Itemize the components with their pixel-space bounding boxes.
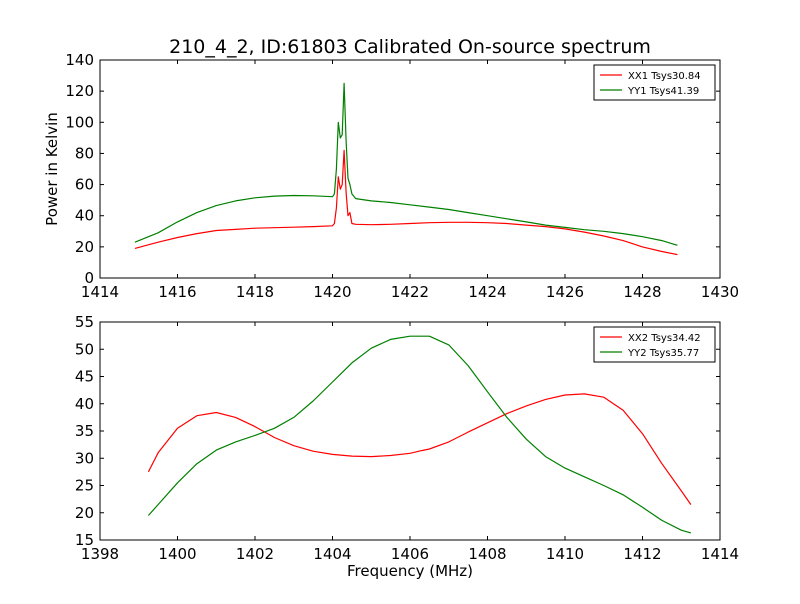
y-tick-label: 55 xyxy=(75,313,94,331)
y-tick-label: 40 xyxy=(75,207,94,225)
x-tick-label: 1398 xyxy=(81,545,119,563)
x-tick-label: 1412 xyxy=(623,545,661,563)
legend-label-2: YY2 Tsys35.77 xyxy=(627,348,699,359)
x-tick-label: 1420 xyxy=(313,283,351,301)
series-line-1 xyxy=(147,393,692,505)
x-tick-label: 1410 xyxy=(546,545,584,563)
legend-label-2: YY1 Tsys41.39 xyxy=(627,86,699,97)
x-tick-label: 1424 xyxy=(468,283,506,301)
legend-box xyxy=(593,326,716,363)
figure-title: 210_4_2, ID:61803 Calibrated On-source s… xyxy=(169,36,651,58)
y-tick-label: 50 xyxy=(75,340,94,358)
y-tick-label: 35 xyxy=(75,422,94,440)
y-tick-label: 100 xyxy=(65,113,94,131)
x-tick-label: 1416 xyxy=(158,283,196,301)
y-tick-label: 45 xyxy=(75,368,94,386)
series-line-2 xyxy=(134,82,678,246)
bottom-panel: 1398 1400 1402 1404 1406 1408 1410 1412 1414 15 20… xyxy=(75,313,739,580)
legend-box xyxy=(593,64,716,101)
top-panel: 1414 1416 1418 1420 1422 1424 1426 1428 1430 0 20 4… xyxy=(43,51,739,301)
y-tick-label: 25 xyxy=(75,477,94,495)
x-tick-label: 1400 xyxy=(158,545,196,563)
y-tick-label: 60 xyxy=(75,176,94,194)
legend-label-1: XX1 Tsys30.84 xyxy=(628,71,701,82)
y-tick-label: 40 xyxy=(75,395,94,413)
y-tick-label: 80 xyxy=(75,144,94,162)
x-tick-label: 1428 xyxy=(623,283,661,301)
y-tick-label: 20 xyxy=(75,504,94,522)
series-line-2 xyxy=(147,335,692,534)
x-tick-label: 1404 xyxy=(313,545,351,563)
y-tick-label: 140 xyxy=(65,51,94,69)
y-axis-label: Power in Kelvin xyxy=(43,112,61,226)
legend-label-1: XX2 Tsys34.42 xyxy=(628,333,701,344)
x-tick-label: 1414 xyxy=(81,283,119,301)
x-tick-label: 1430 xyxy=(701,283,739,301)
y-tick-label: 20 xyxy=(75,238,94,256)
x-tick-label: 1426 xyxy=(546,283,584,301)
y-tick-label: 15 xyxy=(75,531,94,549)
x-tick-label: 1422 xyxy=(391,283,429,301)
x-axis-label: Frequency (MHz) xyxy=(347,562,473,580)
series-line-1 xyxy=(134,149,678,256)
y-tick-label: 0 xyxy=(84,269,94,287)
x-tick-label: 1414 xyxy=(701,545,739,563)
y-tick-label: 30 xyxy=(75,449,94,467)
x-tick-label: 1408 xyxy=(468,545,506,563)
x-tick-label: 1418 xyxy=(236,283,274,301)
y-tick-label: 120 xyxy=(65,82,94,100)
x-tick-label: 1402 xyxy=(236,545,274,563)
x-tick-label: 1406 xyxy=(391,545,429,563)
